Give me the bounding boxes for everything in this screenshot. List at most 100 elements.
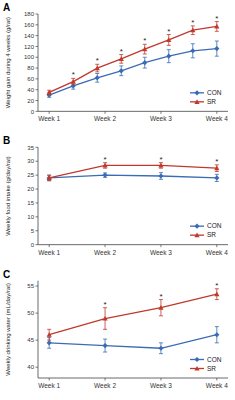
panel-label: B	[3, 135, 10, 146]
x-tick	[105, 245, 106, 248]
y-tick-label: 55	[27, 283, 34, 289]
error-cap	[191, 57, 195, 58]
series-line	[49, 165, 217, 178]
error-bar	[215, 327, 219, 343]
legend-label: CON	[207, 222, 222, 229]
data-point	[47, 340, 52, 345]
error-cap	[167, 45, 171, 46]
significance-mark: *	[120, 47, 123, 56]
x-tick	[216, 378, 217, 381]
error-cap	[159, 353, 163, 354]
error-bar	[215, 22, 219, 32]
panel: C40455055Week 1Week 2Week 3Week 4Weekly …	[3, 269, 228, 389]
y-tick	[36, 216, 39, 217]
x-tick	[216, 111, 217, 114]
error-cap	[95, 82, 99, 83]
error-cap	[47, 329, 51, 330]
significance-mark: *	[143, 36, 146, 45]
error-bar	[167, 50, 171, 63]
significance-mark: *	[159, 292, 162, 301]
x-tick-label: Week 4	[206, 249, 228, 256]
error-bar	[159, 300, 163, 316]
significance-mark: *	[167, 27, 170, 36]
error-cap	[143, 68, 147, 69]
figure: A020406080100120140160180Week 1Week 2Wee…	[0, 0, 235, 400]
data-point	[102, 173, 107, 178]
panel: A020406080100120140160180Week 1Week 2Wee…	[3, 2, 228, 122]
error-bar	[103, 308, 107, 330]
x-tick-label: Week 4	[206, 382, 228, 389]
x-tick-label: Week 2	[94, 382, 116, 389]
y-tick-label: 45	[27, 337, 34, 343]
data-point	[47, 332, 52, 337]
error-bar	[159, 343, 163, 354]
data-point	[119, 56, 124, 61]
error-bar	[47, 175, 51, 181]
y-tick	[36, 78, 39, 79]
error-cap	[71, 89, 75, 90]
legend-marker	[194, 224, 199, 229]
error-cap	[215, 41, 219, 42]
x-tick	[160, 378, 161, 381]
data-point	[158, 346, 163, 351]
error-cap	[167, 49, 171, 50]
y-tick-label: 100	[24, 54, 35, 60]
data-point	[102, 343, 107, 348]
error-bar	[47, 175, 51, 181]
data-point	[166, 54, 171, 59]
error-bar	[215, 289, 219, 300]
y-tick-label: 140	[24, 33, 35, 39]
legend-label: SR	[207, 98, 216, 105]
data-point	[102, 316, 107, 321]
y-tick	[36, 230, 39, 231]
series-line	[49, 26, 217, 92]
y-tick	[36, 313, 39, 314]
data-point	[158, 173, 163, 178]
legend: CONSR	[190, 222, 222, 238]
y-tick-label: 35	[27, 145, 34, 151]
y-tick-label: 20	[27, 186, 34, 192]
x-tick-label: Week 1	[38, 382, 60, 389]
y-tick	[36, 68, 39, 69]
y-axis	[38, 14, 39, 111]
legend-marker	[194, 90, 199, 95]
data-point	[166, 37, 171, 42]
error-cap	[215, 171, 219, 172]
error-bar	[215, 174, 219, 181]
y-tick-label: 0	[31, 109, 35, 115]
y-tick	[36, 100, 39, 101]
data-point	[214, 24, 219, 29]
error-cap	[103, 168, 107, 169]
significance-mark: *	[103, 155, 106, 164]
data-point	[158, 305, 163, 310]
x-tick	[105, 111, 106, 114]
y-tick	[36, 286, 39, 287]
legend: CONSR	[190, 89, 222, 105]
error-cap	[71, 84, 75, 85]
significance-mark: *	[103, 300, 106, 309]
x-axis	[38, 378, 228, 379]
y-tick	[36, 89, 39, 90]
y-tick-label: 20	[27, 98, 34, 104]
error-cap	[47, 348, 51, 349]
x-axis	[38, 244, 228, 245]
legend: CONSR	[190, 356, 222, 372]
x-tick	[160, 245, 161, 248]
y-tick	[36, 244, 39, 245]
error-cap	[103, 352, 107, 353]
y-tick	[36, 14, 39, 15]
y-tick	[36, 111, 39, 112]
x-tick-label: Week 3	[150, 382, 172, 389]
error-cap	[215, 181, 219, 182]
error-bar	[191, 44, 195, 58]
panel-label: C	[3, 269, 10, 280]
significance-mark: *	[96, 56, 99, 65]
data-point	[142, 47, 147, 52]
legend-label: SR	[207, 365, 216, 372]
y-axis	[38, 281, 39, 378]
data-point	[95, 75, 100, 80]
error-cap	[143, 54, 147, 55]
error-cap	[215, 342, 219, 343]
y-tick	[36, 46, 39, 47]
error-cap	[47, 180, 51, 181]
